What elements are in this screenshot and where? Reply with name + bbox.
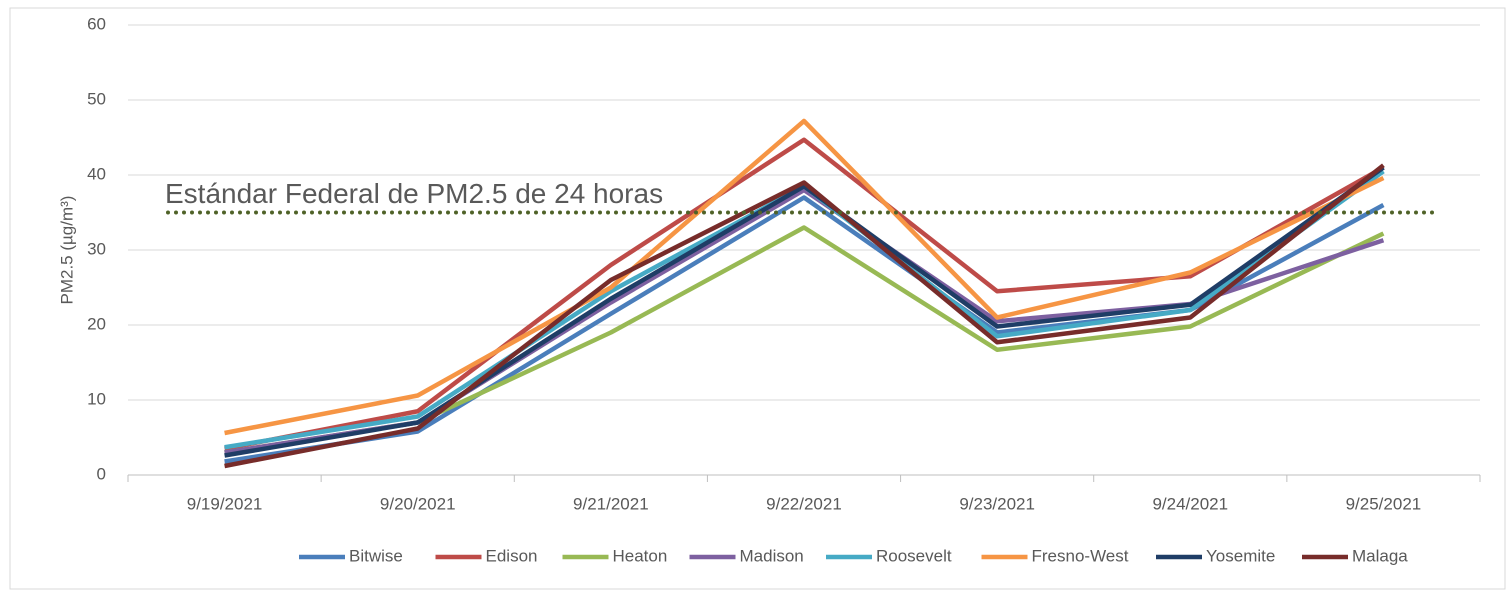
- y-tick-label: 20: [87, 314, 106, 333]
- series-line: [224, 163, 1385, 469]
- y-tick-label: 10: [87, 389, 106, 408]
- legend-label: Edison: [486, 546, 538, 565]
- legend-label: Yosemite: [1206, 546, 1275, 565]
- y-tick-label: 30: [87, 239, 106, 258]
- legend-label: Malaga: [1352, 546, 1408, 565]
- y-tick-label: 60: [87, 14, 106, 33]
- legend-label: Heaton: [613, 546, 668, 565]
- x-tick-label: 9/23/2021: [959, 494, 1035, 513]
- y-tick-label: 50: [87, 89, 106, 108]
- y-tick-label: 0: [97, 464, 106, 483]
- legend-label: Bitwise: [349, 546, 403, 565]
- x-tick-label: 9/21/2021: [573, 494, 649, 513]
- x-tick-label: 9/22/2021: [766, 494, 842, 513]
- y-axis-label: PM2.5 (µg/m³): [57, 196, 76, 305]
- x-tick-label: 9/20/2021: [380, 494, 456, 513]
- legend-label: Fresno-West: [1032, 546, 1129, 565]
- series-line: [224, 137, 1385, 451]
- x-tick-label: 9/19/2021: [187, 494, 263, 513]
- reference-label: Estándar Federal de PM2.5 de 24 horas: [165, 178, 663, 209]
- chart-border: [9, 7, 1506, 590]
- x-tick-label: 9/25/2021: [1346, 494, 1422, 513]
- y-tick-label: 40: [87, 164, 106, 183]
- legend-label: Roosevelt: [876, 546, 952, 565]
- series-line: [224, 165, 1385, 458]
- series-line: [224, 118, 1385, 436]
- legend-label: Madison: [740, 546, 804, 565]
- x-tick-label: 9/24/2021: [1152, 494, 1228, 513]
